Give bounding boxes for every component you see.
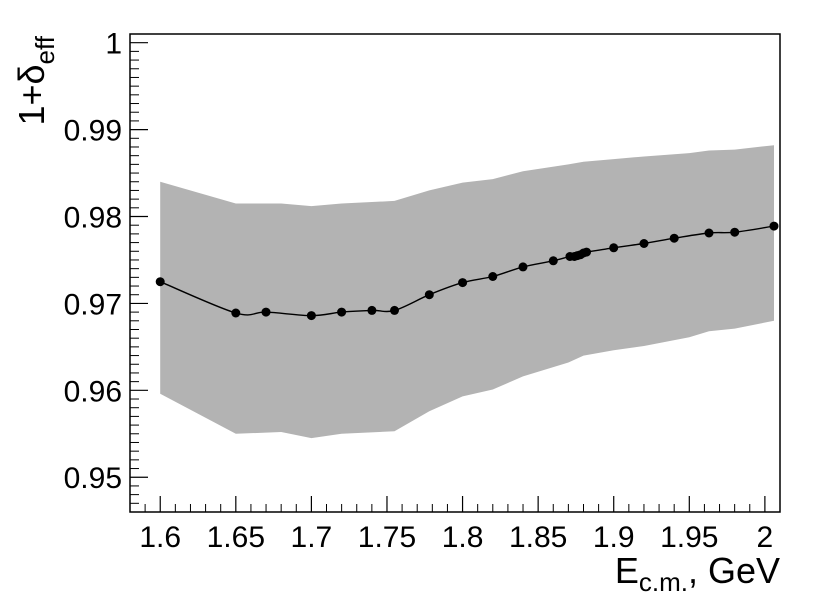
data-point — [488, 272, 498, 281]
data-point — [769, 221, 779, 231]
x-axis-title-main: E — [615, 550, 639, 591]
data-point — [390, 305, 399, 315]
data-point — [306, 311, 316, 321]
y-axis-title-main: 1+δ — [11, 64, 52, 125]
data-point — [704, 228, 714, 238]
y-axis-title-subscript: eff — [30, 35, 60, 64]
x-tick-label: 2 — [757, 521, 774, 554]
data-point — [639, 239, 649, 248]
data-point — [367, 305, 377, 315]
x-tick-label: 1.9 — [593, 521, 635, 554]
data-points-layer — [155, 221, 779, 321]
data-point — [518, 262, 528, 272]
uncertainty-band-layer — [160, 145, 774, 439]
y-axis-title: 1+δeff — [11, 35, 60, 125]
uncertainty-band — [160, 145, 774, 439]
y-tick-label: 0.99 — [64, 115, 122, 148]
data-point — [261, 307, 271, 317]
y-tick-label: 0.96 — [64, 375, 122, 408]
x-tick-label: 1.85 — [509, 521, 567, 554]
data-point — [609, 243, 619, 253]
y-axis-ticks: 0.95 0.96 0.97 0.98 0.99 1 — [64, 28, 148, 504]
x-tick-label: 1.6 — [139, 521, 181, 554]
x-axis-title-subscript: c.m. — [639, 567, 688, 594]
x-axis-title: Ec.m., GeV — [615, 550, 780, 594]
data-point — [582, 247, 591, 257]
plot-frame — [129, 33, 781, 513]
x-axis-ticks: 1.6 1.65 1.7 1.75 1.8 1.85 1.9 1.95 2 — [139, 496, 781, 554]
x-tick-label: 1.95 — [660, 521, 718, 554]
data-point — [548, 256, 558, 266]
x-axis-title-unit: , GeV — [688, 550, 780, 591]
data-point — [337, 307, 347, 317]
y-tick-label: 0.97 — [64, 288, 122, 321]
data-point — [458, 278, 468, 288]
data-point — [155, 277, 165, 287]
data-point — [669, 233, 679, 243]
x-tick-label: 1.75 — [358, 521, 416, 554]
x-tick-label: 1.8 — [442, 521, 484, 554]
x-tick-label: 1.65 — [207, 521, 265, 554]
data-point — [424, 290, 434, 300]
data-point — [730, 227, 740, 237]
y-tick-label: 1 — [105, 28, 122, 61]
y-tick-label: 0.95 — [64, 462, 122, 495]
y-tick-label: 0.98 — [64, 202, 122, 235]
x-tick-label: 1.7 — [291, 521, 333, 554]
data-point — [231, 308, 241, 318]
